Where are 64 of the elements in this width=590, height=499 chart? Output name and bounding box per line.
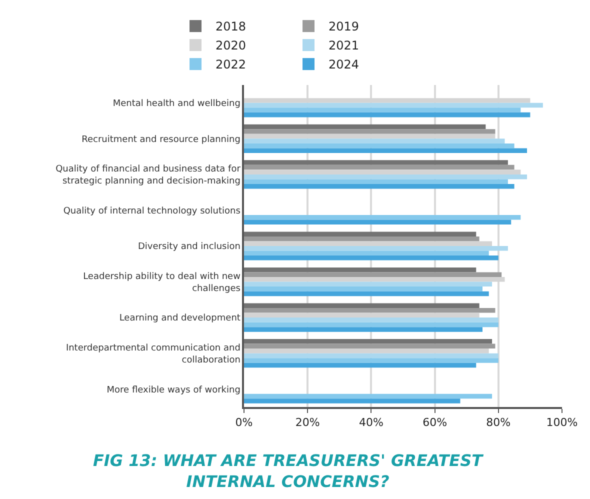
bar <box>244 232 476 236</box>
bar <box>244 353 498 358</box>
y-tick-label: Mental health and wellbeing <box>112 99 240 110</box>
bar <box>244 286 482 292</box>
bar <box>244 160 508 165</box>
bar <box>244 134 496 139</box>
bar <box>244 143 514 148</box>
bar <box>244 318 498 322</box>
bar <box>244 179 508 184</box>
bar <box>244 246 508 251</box>
bar <box>244 108 521 112</box>
bar <box>244 291 489 296</box>
y-tick-label: More flexible ways of working <box>106 385 240 396</box>
bar <box>244 394 492 399</box>
bar <box>244 303 480 308</box>
bar <box>244 102 543 108</box>
bar <box>244 327 482 332</box>
bar <box>244 358 498 363</box>
bar <box>244 214 521 220</box>
bar <box>244 308 496 313</box>
bar <box>244 184 514 189</box>
x-tick-label: 60% <box>422 416 448 429</box>
bar <box>244 250 489 256</box>
bar <box>244 312 480 318</box>
text: FIG 13: WHAT ARE TREASURERS' GREATEST INTERNAL CONCERNS? <box>93 451 484 491</box>
y-tick-label: Quality of financial and business data for strategic planning and decision-making <box>56 164 241 186</box>
bar <box>244 282 492 287</box>
legend-label: 2019 <box>328 20 360 34</box>
legend-label: 2021 <box>328 38 360 53</box>
bar <box>244 322 498 328</box>
legend-label: 2018 <box>216 20 246 34</box>
x-tick-label: 0% <box>235 416 253 429</box>
y-tick-label: Recruitment and resource planning <box>82 134 240 145</box>
bar <box>244 362 476 368</box>
bar <box>244 174 528 180</box>
bar <box>244 241 492 246</box>
bar <box>244 236 480 242</box>
y-tick-label: Learning and development <box>119 314 241 324</box>
bar <box>244 344 496 349</box>
y-tick-label: Leadership ability to deal with new challenges <box>83 272 241 294</box>
x-tick-label: 20% <box>295 416 320 429</box>
legend-label: 2020 <box>216 38 246 53</box>
y-tick-label: Interdepartmental communication and collaboration <box>66 344 240 366</box>
bar <box>244 267 476 272</box>
bar <box>244 398 460 404</box>
bar <box>244 129 496 134</box>
bar <box>244 124 486 130</box>
bar <box>244 272 502 278</box>
bar <box>244 112 530 118</box>
legend-label: 2022 <box>216 58 246 72</box>
bar <box>244 170 521 174</box>
bar <box>244 148 528 153</box>
x-tick-label: 40% <box>358 416 384 429</box>
y-tick-label: Diversity and inclusion <box>138 242 240 252</box>
bar <box>244 164 514 170</box>
y-tick-label: Quality of internal technology solutions <box>63 206 241 216</box>
bar <box>244 256 498 260</box>
bar <box>244 348 489 354</box>
x-tick-label: 80% <box>486 416 511 429</box>
bar <box>244 339 492 344</box>
bar <box>244 138 505 144</box>
bar <box>244 220 512 225</box>
x-tick-label: 100% <box>546 416 578 429</box>
legend-label: 2024 <box>328 58 360 72</box>
